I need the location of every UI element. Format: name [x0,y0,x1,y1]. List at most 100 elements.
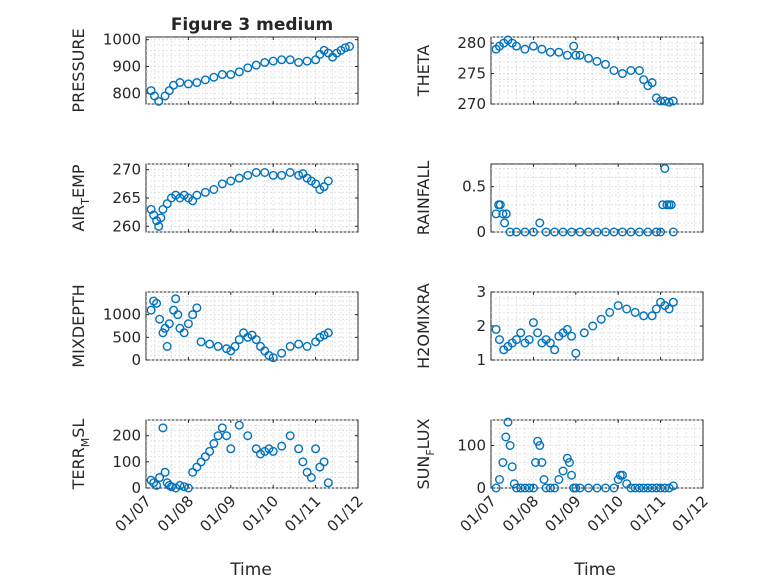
data-point [162,341,172,351]
data-point [647,78,657,88]
data-point [567,227,577,237]
x-axis-label-right: Time [573,560,616,580]
data-point [630,483,640,493]
data-point [651,227,661,237]
data-point [260,167,270,177]
data-point [656,96,666,106]
data-series [491,35,678,107]
y-axis-label-rest: SL [69,419,88,438]
data-point [323,176,333,186]
data-point [200,75,210,85]
data-point [217,70,227,80]
subplot-air_temp: 260 265 270 AIRTEMP [69,161,359,235]
data-point [643,483,653,493]
data-point [306,473,316,483]
data-point [605,307,615,317]
x-tick-label: 01/08 [154,492,197,535]
data-point [617,69,627,79]
data-point [617,227,627,237]
data-point [500,218,510,228]
data-point [213,431,223,441]
data-point [268,56,278,66]
y-tick-label: 270 [457,95,486,113]
data-point [539,475,549,485]
data-point [158,328,168,338]
data-point [268,353,278,363]
data-point [571,348,581,358]
data-point [528,227,538,237]
data-point [175,480,185,490]
data-point [494,335,504,345]
data-point [651,304,661,314]
subplot-sun_flux: 01/07 01/08 01/09 01/10 01/11 01/12 0 100 SUNFLU… [414,417,712,535]
data-point [626,227,636,237]
data-point [533,328,543,338]
x-axis-label-left: Time [229,560,272,580]
data-point [171,294,181,304]
data-point [639,483,649,493]
data-point [491,209,501,219]
data-point [315,332,325,342]
x-tick-label: 01/07 [112,492,155,535]
data-point [567,331,577,341]
data-point [505,227,515,237]
data-point [643,227,653,237]
data-point [575,227,585,237]
y-axis-label-main: TERR [69,447,88,490]
plot-area [490,163,704,233]
data-point [509,479,519,489]
data-point [285,431,295,441]
data-point [516,328,526,338]
data-point [554,47,564,57]
data-point [277,348,287,358]
y-tick-label: 500 [112,328,141,346]
data-point [520,227,530,237]
data-point [491,324,501,334]
data-series [146,167,333,231]
data-point [277,170,287,180]
data-point [226,444,236,454]
data-point [545,47,555,57]
data-point [639,311,649,321]
y-axis-label: TERRMSL [69,419,92,491]
data-point [192,190,202,200]
data-point [146,305,156,315]
data-series [146,294,333,363]
data-point [507,462,517,472]
data-point [209,439,219,449]
data-point [569,41,579,51]
x-tick-label: 01/12 [669,492,712,535]
y-axis-label: RAINFALL [414,161,433,236]
y-tick-label: 275 [457,65,486,83]
data-point [192,303,202,313]
data-point [158,423,168,433]
grid [146,419,358,489]
data-point [264,350,274,360]
y-axis-label-main: AIR [69,205,88,232]
grid [491,419,703,489]
data-point [285,55,295,65]
subplot-mixdepth: 0 500 1000 MIXDEPTH [69,284,359,369]
data-point [146,475,156,485]
y-tick-label: 900 [112,57,141,75]
data-point [196,337,206,347]
y-axis-label-main: RAINFALL [414,161,433,236]
data-point [584,53,594,63]
data-point [626,483,636,493]
data-point [277,55,287,65]
data-point [558,466,568,476]
data-point [524,335,534,345]
data-point [545,483,555,493]
data-point [613,301,623,311]
data-point [243,332,253,342]
data-point [511,227,521,237]
y-tick-label: 2 [476,317,486,335]
data-point [531,458,541,468]
data-point [192,78,202,88]
data-point [647,311,657,321]
x-tick-label: 01/09 [196,492,239,535]
data-point [285,341,295,351]
data-point [524,483,534,493]
data-point [164,319,174,329]
